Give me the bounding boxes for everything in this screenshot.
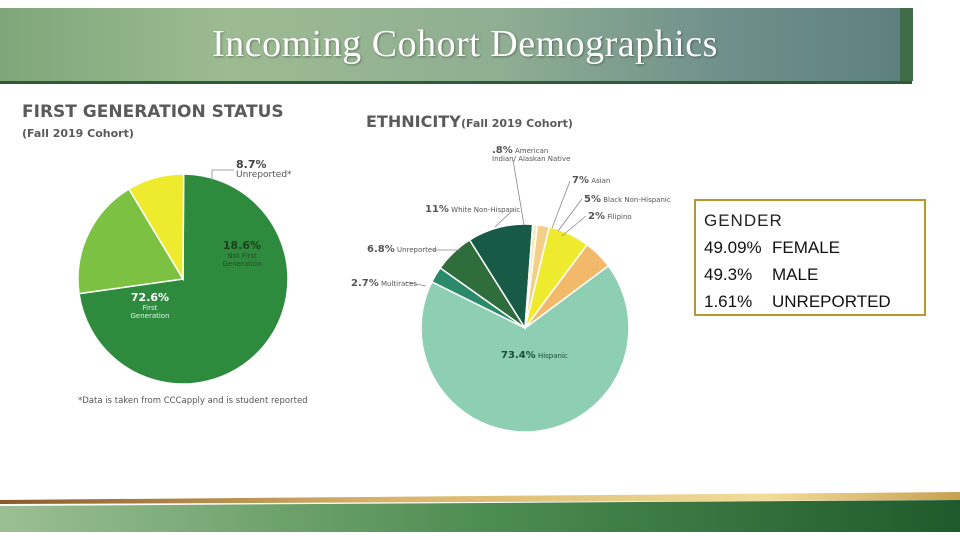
leader-line: [551, 180, 571, 229]
leader-line: [404, 281, 427, 287]
ethnicity-subheading: (Fall 2019 Cohort): [461, 117, 573, 130]
value-unreported-firstgen: 8.7%: [236, 158, 267, 171]
name-first-gen: First Generation: [130, 304, 170, 320]
name-unreported-firstgen: Unreported*: [236, 170, 292, 180]
value-not-first-gen: 18.6%: [222, 239, 262, 252]
leader-line: [557, 198, 583, 232]
label-white: 11% White Non-Hispanic: [425, 204, 520, 215]
gender-female-value: 49.09%: [704, 238, 762, 257]
footer-decoration: [0, 492, 960, 532]
firstgen-slice-unreported: [127, 173, 185, 282]
name-not-first-gen: Not First Generation: [222, 252, 262, 268]
title-banner: [0, 8, 912, 84]
name-multiraces: Multiraces: [380, 280, 418, 288]
value-white: 11%: [425, 204, 449, 215]
label-unreported-eth: 6.8% Unreported: [367, 244, 437, 255]
banner-edge: [900, 8, 913, 81]
value-asian: 7%: [572, 175, 589, 186]
label-unreported-firstgen: 8.7% Unreported*: [236, 158, 292, 180]
name-american-indian: American Indian/ Alaskan Native: [492, 147, 571, 163]
label-multiraces: 2.7% Multiraces: [351, 278, 417, 289]
leader-line: [512, 159, 525, 226]
slide-title: Incoming Cohort Demographics: [212, 23, 718, 65]
gender-unreported-value: 1.61%: [704, 292, 753, 311]
name-filipino: Filipino: [607, 213, 632, 221]
value-multiraces: 2.7%: [351, 278, 379, 289]
ethnicity-slice-black-non-hispanic: [524, 243, 610, 329]
gender-male-label: MALE: [772, 265, 819, 284]
first-gen-heading: FIRST GENERATION STATUS: [22, 102, 284, 122]
leader-line: [494, 208, 515, 228]
name-black: Black Non-Hispanic: [603, 196, 671, 204]
name-unreported-eth: Unreported: [396, 246, 437, 254]
label-first-gen: 72.6% First Generation: [128, 291, 172, 320]
label-asian: 7% Asian: [572, 175, 610, 186]
gender-heading: GENDER: [704, 211, 783, 230]
gender-unreported-label: UNREPORTED: [772, 292, 891, 311]
ethnicity-heading: ETHNICITY: [366, 112, 461, 131]
footnote: *Data is taken from CCCapply and is stud…: [78, 396, 308, 406]
gender-box: GENDER 49.09% FEMALE 49.3% MALE 1.61% UNREP…: [694, 199, 926, 316]
gender-row-male: 49.3% MALE: [704, 261, 916, 288]
gender-male-value: 49.3%: [704, 265, 753, 284]
value-american-indian: .8%: [492, 145, 513, 156]
label-american-indian: .8% American Indian/ Alaskan Native: [492, 145, 572, 164]
value-black: 5%: [584, 194, 601, 205]
label-black: 5% Black Non-Hispanic: [584, 194, 671, 205]
firstgen-slice-not-first-generation: [77, 187, 185, 295]
gender-female-label: FEMALE: [772, 238, 841, 257]
ethnicity-slice-hispanic: [420, 264, 630, 433]
gender-row-female: 49.09% FEMALE: [704, 234, 916, 261]
name-hispanic: Hispanic: [537, 352, 568, 360]
value-filipino: 2%: [588, 211, 605, 222]
leader-line: [211, 169, 234, 182]
label-hispanic: 73.4% Hispanic: [501, 350, 568, 361]
first-gen-subheading: (Fall 2019 Cohort): [22, 127, 134, 140]
leader-line: [561, 215, 587, 237]
label-filipino: 2% Filipino: [588, 211, 632, 222]
name-asian: Asian: [591, 177, 611, 185]
gender-row-unreported: 1.61% UNREPORTED: [704, 288, 916, 315]
name-white: White Non-Hispanic: [451, 206, 521, 214]
label-not-first-gen: 18.6% Not First Generation: [222, 239, 262, 268]
value-hispanic: 73.4%: [501, 350, 536, 361]
value-unreported-eth: 6.8%: [367, 244, 395, 255]
value-first-gen: 72.6%: [130, 291, 170, 304]
